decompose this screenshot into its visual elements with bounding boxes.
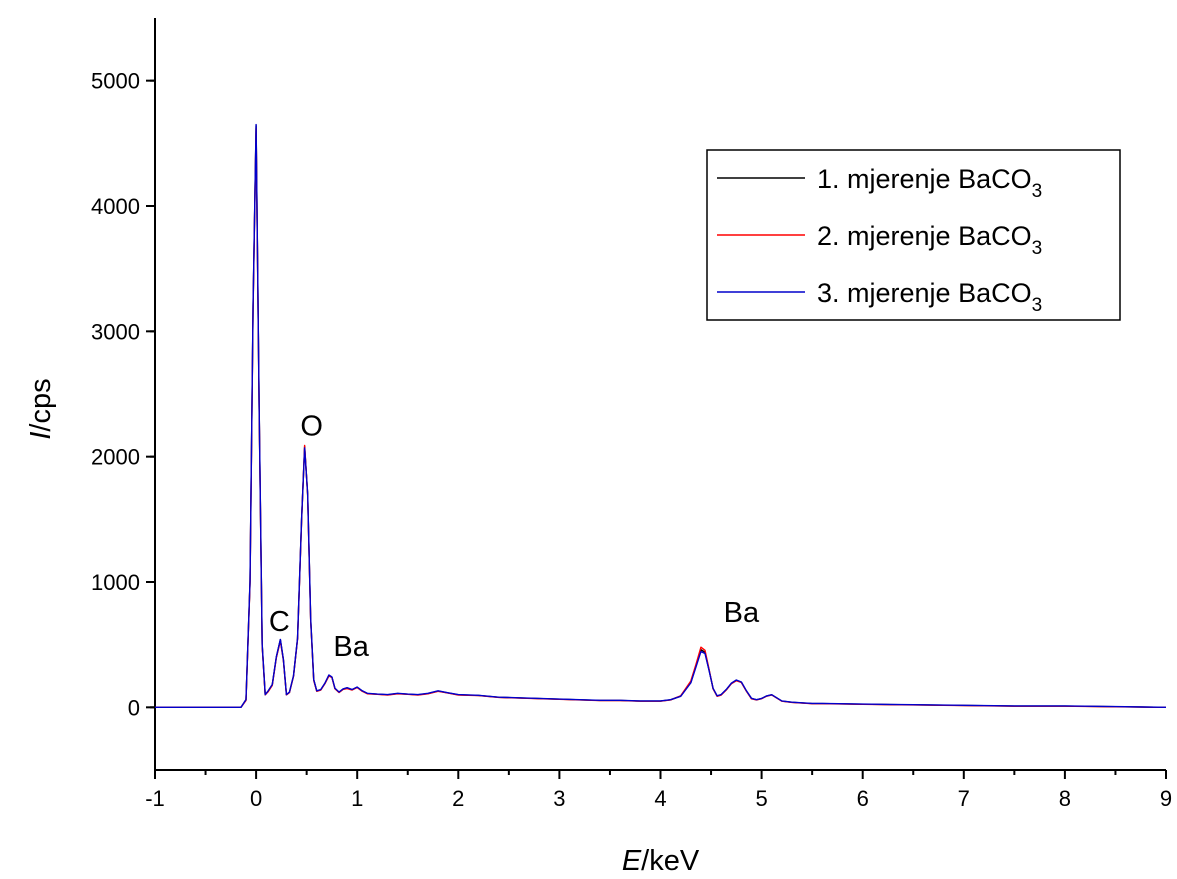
x-tick-label: 3 (553, 786, 565, 811)
x-tick-label: 2 (452, 786, 464, 811)
series-layer (155, 123, 1167, 709)
y-tick-label: 0 (128, 695, 140, 720)
chart-axes: -1 0 1 2 3 4 5 6 7 8 9 0 1000 2000 3000 4000 5000 (91, 18, 1172, 811)
x-tick-label: 7 (958, 786, 970, 811)
x-tick-label: 8 (1059, 786, 1071, 811)
x-tick-label: 1 (351, 786, 363, 811)
x-tick-label: -1 (145, 786, 165, 811)
peak-label: Ba (724, 597, 760, 629)
x-tick-label: 6 (857, 786, 869, 811)
y-tick-label: 5000 (91, 69, 140, 94)
y-tick-label: 1000 (91, 570, 140, 595)
legend-label: 1. mjerenje BaCO3 (817, 164, 1042, 202)
legend: 1. mjerenje BaCO3 2. mjerenje BaCO3 3. mje… (706, 149, 1121, 321)
peak-label: C (269, 606, 290, 638)
legend-label: 3. mjerenje BaCO3 (817, 278, 1042, 316)
y-tick-label: 4000 (91, 194, 140, 219)
y-tick-label: 3000 (91, 319, 140, 344)
x-tick-label: 5 (755, 786, 767, 811)
y-axis-title: I/cps (25, 378, 57, 439)
y-tick-label: 2000 (91, 445, 140, 470)
peak-label: Ba (333, 631, 369, 663)
x-axis-title: E/keV (622, 845, 700, 877)
x-tick-label: 9 (1160, 786, 1172, 811)
legend-label: 2. mjerenje BaCO3 (817, 221, 1042, 259)
axis-titles: E/keV I/cps (25, 378, 700, 877)
peak-label: O (300, 410, 323, 442)
x-tick-label: 0 (250, 786, 262, 811)
peak-annotations: O C Ba Ba (269, 410, 760, 663)
x-tick-label: 4 (654, 786, 666, 811)
series-line-3 (155, 123, 1167, 709)
